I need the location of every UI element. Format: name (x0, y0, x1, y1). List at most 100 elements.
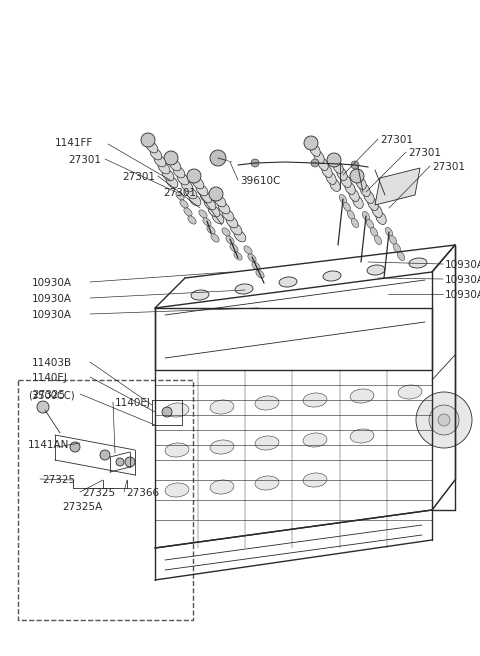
Polygon shape (375, 168, 420, 205)
Ellipse shape (279, 277, 297, 287)
Ellipse shape (188, 216, 196, 224)
Ellipse shape (234, 252, 242, 260)
Text: 10930A: 10930A (445, 275, 480, 285)
Circle shape (429, 405, 459, 435)
Ellipse shape (200, 191, 212, 203)
Circle shape (351, 161, 359, 169)
Ellipse shape (409, 258, 427, 268)
Ellipse shape (226, 216, 238, 228)
Ellipse shape (230, 244, 238, 252)
Ellipse shape (303, 393, 327, 407)
Ellipse shape (192, 177, 204, 189)
Ellipse shape (211, 234, 219, 242)
Ellipse shape (348, 211, 355, 220)
Ellipse shape (333, 161, 343, 173)
Text: 10930A: 10930A (445, 260, 480, 270)
Ellipse shape (252, 262, 260, 270)
Circle shape (209, 187, 223, 201)
Circle shape (162, 407, 172, 417)
Text: 27366: 27366 (126, 488, 159, 498)
Text: 10930A: 10930A (32, 278, 72, 288)
Circle shape (116, 458, 124, 466)
Ellipse shape (169, 159, 181, 171)
Ellipse shape (398, 385, 422, 399)
Text: 1141AN: 1141AN (28, 440, 70, 450)
Ellipse shape (173, 166, 185, 178)
Ellipse shape (256, 270, 264, 278)
Ellipse shape (356, 176, 366, 190)
Ellipse shape (255, 396, 279, 410)
Ellipse shape (303, 473, 327, 487)
Ellipse shape (371, 228, 378, 237)
Text: 27301: 27301 (380, 135, 413, 145)
Ellipse shape (154, 155, 166, 167)
Ellipse shape (210, 440, 234, 454)
Ellipse shape (210, 480, 234, 494)
Text: 27301: 27301 (68, 155, 101, 165)
Ellipse shape (199, 210, 207, 218)
Ellipse shape (181, 180, 193, 192)
Circle shape (210, 150, 226, 166)
Ellipse shape (374, 236, 382, 245)
Circle shape (141, 133, 155, 147)
Ellipse shape (341, 174, 351, 188)
Ellipse shape (162, 169, 174, 181)
Ellipse shape (185, 187, 197, 199)
Text: 10930A: 10930A (445, 290, 480, 300)
Circle shape (164, 151, 178, 165)
Ellipse shape (207, 226, 215, 234)
Ellipse shape (339, 194, 347, 203)
Ellipse shape (394, 243, 401, 253)
Ellipse shape (364, 190, 374, 203)
Ellipse shape (343, 203, 350, 212)
Ellipse shape (397, 251, 405, 260)
Ellipse shape (180, 200, 188, 208)
Ellipse shape (351, 218, 359, 228)
Circle shape (416, 392, 472, 448)
Text: (3500CC): (3500CC) (28, 390, 74, 400)
Circle shape (70, 442, 80, 452)
Text: 1140EJ: 1140EJ (32, 373, 68, 383)
Ellipse shape (360, 184, 370, 196)
Circle shape (100, 450, 110, 460)
Text: 11403B: 11403B (32, 358, 72, 368)
Ellipse shape (235, 284, 253, 294)
Ellipse shape (218, 202, 230, 214)
Ellipse shape (244, 246, 252, 254)
Text: 27325: 27325 (42, 475, 75, 485)
Ellipse shape (166, 176, 178, 188)
Ellipse shape (150, 148, 162, 160)
Ellipse shape (368, 197, 378, 211)
Circle shape (251, 159, 259, 167)
Ellipse shape (204, 198, 216, 210)
Circle shape (438, 414, 450, 426)
Ellipse shape (318, 157, 328, 171)
Ellipse shape (350, 429, 374, 443)
Ellipse shape (337, 167, 347, 180)
Ellipse shape (345, 182, 355, 194)
Ellipse shape (234, 230, 246, 242)
Ellipse shape (226, 236, 234, 244)
Ellipse shape (165, 483, 189, 497)
Ellipse shape (189, 194, 201, 206)
Ellipse shape (353, 195, 363, 209)
Ellipse shape (330, 178, 340, 192)
Ellipse shape (314, 150, 324, 163)
Ellipse shape (158, 162, 170, 174)
Ellipse shape (184, 208, 192, 216)
Circle shape (304, 136, 318, 150)
Ellipse shape (222, 209, 234, 221)
Circle shape (125, 457, 135, 467)
Text: 27325: 27325 (82, 488, 115, 498)
Ellipse shape (372, 205, 382, 218)
Ellipse shape (203, 218, 211, 226)
Ellipse shape (248, 254, 256, 262)
Ellipse shape (366, 219, 373, 228)
Ellipse shape (350, 389, 374, 403)
Text: 27301: 27301 (432, 162, 465, 172)
Ellipse shape (212, 212, 224, 224)
Ellipse shape (303, 433, 327, 447)
Ellipse shape (255, 476, 279, 490)
Ellipse shape (367, 265, 385, 275)
Ellipse shape (196, 184, 208, 196)
